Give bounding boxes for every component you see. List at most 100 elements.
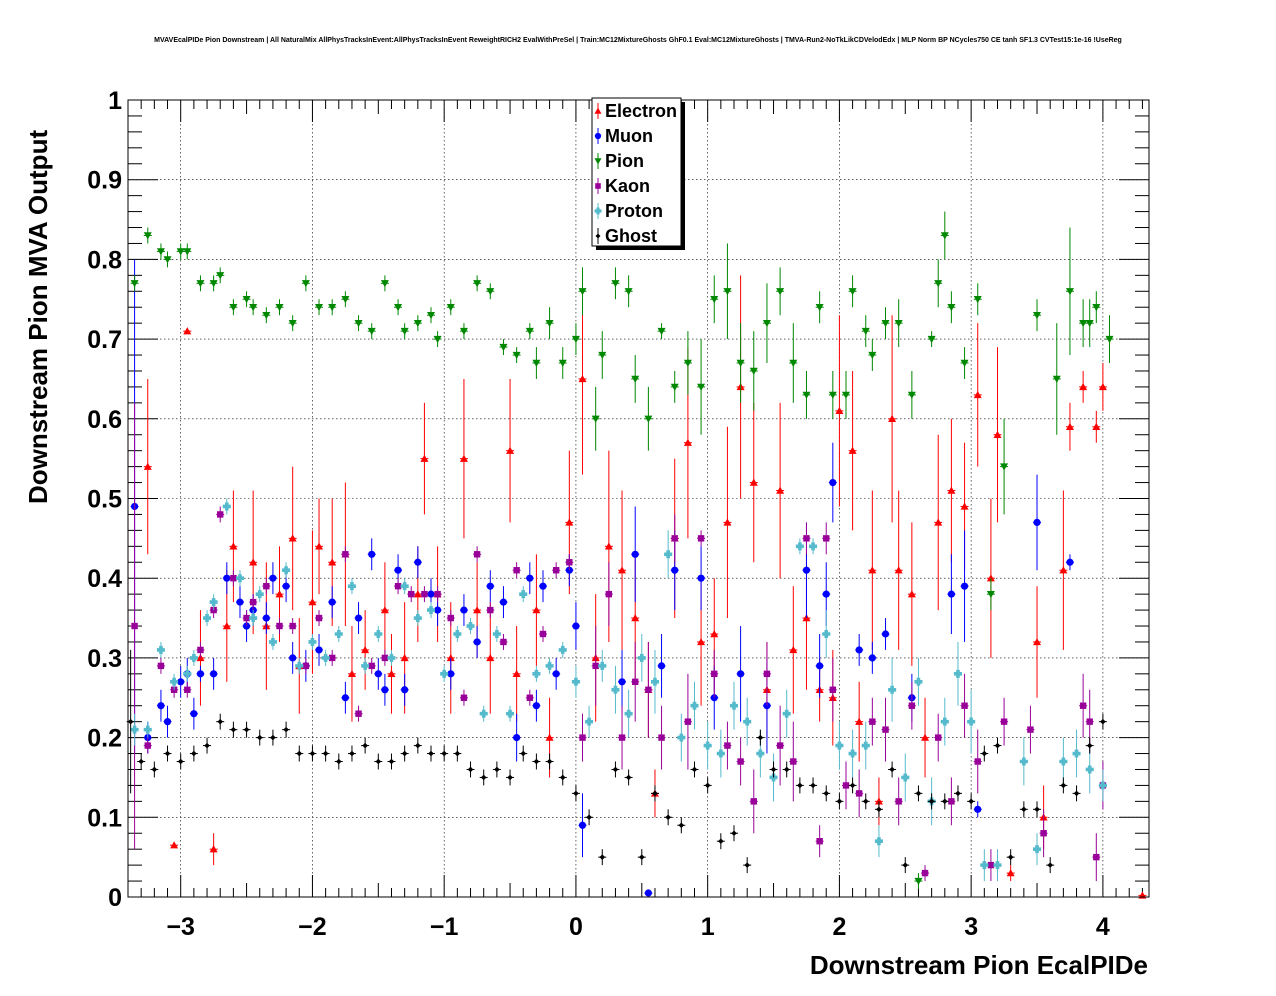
electron-point xyxy=(565,518,574,526)
ghost-point xyxy=(520,750,527,757)
y-tick-label: 0.2 xyxy=(87,725,122,753)
pion-point xyxy=(545,319,554,328)
ghost-point xyxy=(401,750,408,757)
kaon-point xyxy=(131,622,138,630)
ghost-point xyxy=(862,798,869,805)
proton-point xyxy=(980,861,989,870)
x-tick-label: 4 xyxy=(1096,913,1110,941)
kaon-point xyxy=(895,798,902,805)
electron-point xyxy=(921,733,930,741)
legend-entries: Electron Muon Pion Kaon Proton Ghost xyxy=(594,101,677,246)
pion-point xyxy=(776,288,785,296)
kaon-point xyxy=(855,790,863,797)
kaon-point xyxy=(618,734,626,741)
proton-point xyxy=(1085,765,1094,774)
electron-point xyxy=(973,390,982,399)
proton-point xyxy=(1019,757,1028,766)
pion-point xyxy=(828,391,837,399)
legend-marker-proton xyxy=(594,207,602,215)
electron-point xyxy=(288,534,297,542)
electron-point xyxy=(1092,422,1101,430)
pion-point xyxy=(914,877,923,886)
pion-point xyxy=(789,359,798,368)
proton-point xyxy=(268,637,277,646)
proton-point xyxy=(1059,757,1068,766)
kaon-point xyxy=(724,742,731,749)
electron-point xyxy=(532,606,541,614)
kaon-point xyxy=(776,742,784,749)
kaon-point xyxy=(921,869,929,877)
electron-point xyxy=(631,614,640,622)
pion-point xyxy=(1085,319,1094,328)
kaon-point xyxy=(184,686,191,693)
electron-point xyxy=(947,486,956,494)
ghost-point xyxy=(1047,862,1053,868)
ghost-point xyxy=(889,766,895,773)
kaon-point xyxy=(302,662,310,670)
kaon-point xyxy=(974,758,981,765)
pion-point xyxy=(940,232,949,240)
kaon-point xyxy=(342,551,349,558)
muon-point xyxy=(177,678,185,686)
muon-point xyxy=(552,670,560,678)
legend: Electron Muon Pion Kaon Proton Ghost xyxy=(591,97,685,250)
ghost-point xyxy=(428,750,434,757)
ghost-point xyxy=(704,782,711,789)
ghost-point xyxy=(599,854,606,860)
proton-point xyxy=(189,653,198,662)
ghost-point xyxy=(335,758,342,765)
kaon-point xyxy=(513,567,520,574)
ghost-point xyxy=(243,726,250,733)
electron-point xyxy=(604,542,613,550)
electron-point xyxy=(170,841,179,849)
proton-point xyxy=(598,661,607,670)
muon-point xyxy=(816,662,824,670)
electron-point xyxy=(222,622,231,630)
ghost-point xyxy=(256,734,263,741)
ghost-point xyxy=(718,838,724,845)
ghost-point xyxy=(204,742,210,749)
muon-point xyxy=(513,734,521,742)
proton-point xyxy=(295,661,304,670)
muon-point xyxy=(532,702,541,710)
legend-marker-muon xyxy=(594,132,602,140)
kaon-point xyxy=(961,702,968,709)
legend-box xyxy=(591,97,682,247)
kaon-point xyxy=(763,670,771,678)
muon-point xyxy=(960,582,969,590)
pion-point xyxy=(512,351,521,360)
kaon-point xyxy=(671,535,678,542)
electron-point xyxy=(848,446,857,454)
electron-point xyxy=(347,669,356,678)
proton-point xyxy=(183,669,192,678)
ghost-point xyxy=(415,742,421,749)
muon-point xyxy=(868,654,876,662)
proton-point xyxy=(334,629,343,638)
proton-point xyxy=(130,725,139,734)
kaon-point xyxy=(1000,718,1008,725)
ghost-point xyxy=(955,790,961,797)
data-series xyxy=(126,211,1147,899)
ghost-point xyxy=(1021,806,1027,813)
proton-point xyxy=(716,749,725,758)
muon-point xyxy=(223,574,231,582)
muon-point xyxy=(473,638,481,646)
kaon-point xyxy=(632,678,639,686)
pion-series xyxy=(130,211,1114,890)
legend-entry-proton: Proton xyxy=(594,201,663,221)
ghost-point xyxy=(928,798,935,805)
pion-point xyxy=(459,327,468,336)
pion-point xyxy=(670,383,679,391)
ghost-point xyxy=(638,854,645,860)
electron-point xyxy=(420,454,429,462)
muon-point xyxy=(1066,558,1074,566)
pion-point xyxy=(229,304,238,312)
kaon-point xyxy=(408,590,415,598)
y-tick-label: 0.4 xyxy=(87,565,122,593)
pion-point xyxy=(341,296,350,304)
pion-point xyxy=(868,351,877,360)
ghost-point xyxy=(164,750,171,757)
y-tick-label: 0.9 xyxy=(87,167,122,195)
pion-point xyxy=(433,335,442,344)
